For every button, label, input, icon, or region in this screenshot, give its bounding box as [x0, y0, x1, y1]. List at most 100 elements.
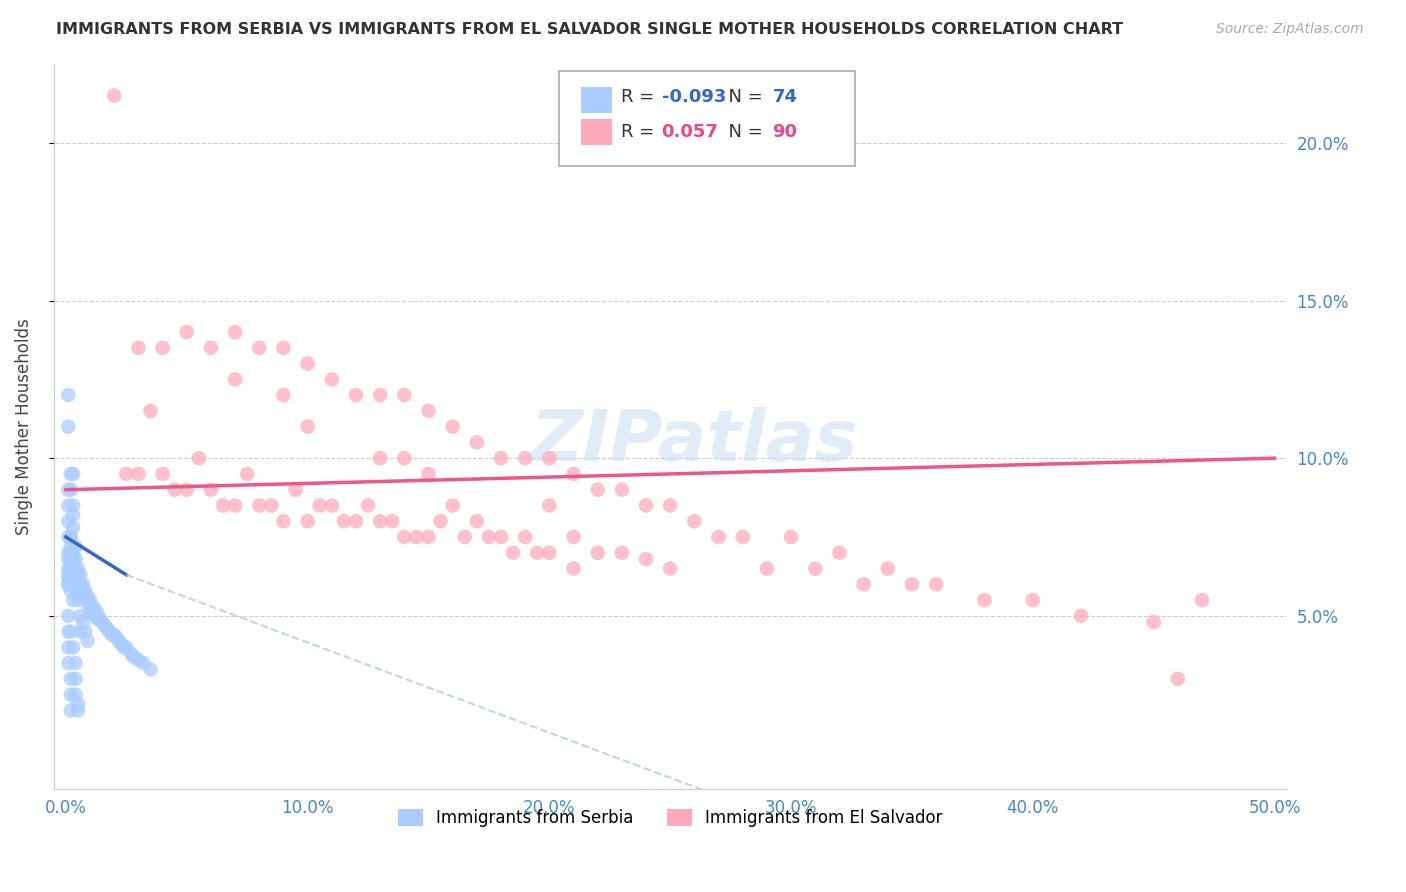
- Point: [236, 467, 259, 481]
- Point: [98, 624, 121, 639]
- Point: [59, 467, 82, 481]
- Point: [65, 688, 87, 702]
- Point: [96, 622, 118, 636]
- Point: [59, 558, 82, 573]
- Point: [62, 546, 84, 560]
- Point: [418, 530, 440, 544]
- Point: [72, 577, 94, 591]
- Point: [876, 561, 898, 575]
- Point: [62, 571, 84, 585]
- Point: [176, 483, 198, 497]
- Point: [489, 451, 512, 466]
- Point: [489, 530, 512, 544]
- Point: [59, 530, 82, 544]
- Point: [59, 583, 82, 598]
- Point: [58, 499, 80, 513]
- Point: [610, 546, 633, 560]
- Point: [59, 571, 82, 585]
- Point: [212, 499, 235, 513]
- Point: [58, 624, 80, 639]
- Point: [247, 341, 270, 355]
- Point: [247, 499, 270, 513]
- Point: [273, 388, 295, 402]
- Point: [76, 634, 98, 648]
- Point: [429, 514, 451, 528]
- Point: [79, 606, 101, 620]
- Point: [394, 530, 416, 544]
- Point: [58, 577, 80, 591]
- Point: [418, 404, 440, 418]
- Point: [65, 540, 87, 554]
- Point: [321, 499, 343, 513]
- Point: [297, 419, 319, 434]
- Point: [69, 608, 91, 623]
- Point: [91, 615, 114, 629]
- Point: [925, 577, 948, 591]
- Point: [66, 697, 89, 711]
- Text: R =: R =: [621, 123, 659, 141]
- Text: R =: R =: [621, 87, 659, 105]
- Point: [731, 530, 754, 544]
- Point: [108, 634, 131, 648]
- Point: [478, 530, 501, 544]
- Point: [84, 608, 107, 623]
- Point: [59, 703, 82, 717]
- Text: 0.057: 0.057: [662, 123, 718, 141]
- Point: [122, 649, 145, 664]
- Point: [86, 606, 108, 620]
- Point: [394, 451, 416, 466]
- Point: [465, 514, 488, 528]
- Point: [93, 618, 115, 632]
- Point: [224, 499, 246, 513]
- Point: [634, 552, 657, 566]
- Point: [538, 499, 561, 513]
- Point: [344, 388, 367, 402]
- Point: [127, 467, 149, 481]
- Point: [105, 631, 128, 645]
- Point: [418, 467, 440, 481]
- Point: [79, 599, 101, 614]
- Point: [273, 341, 295, 355]
- Point: [62, 558, 84, 573]
- Legend: Immigrants from Serbia, Immigrants from El Salvador: Immigrants from Serbia, Immigrants from …: [389, 800, 950, 835]
- Point: [224, 372, 246, 386]
- Point: [381, 514, 404, 528]
- Point: [76, 596, 98, 610]
- Point: [127, 341, 149, 355]
- Point: [634, 499, 657, 513]
- Point: [69, 583, 91, 598]
- Point: [84, 602, 107, 616]
- Point: [62, 593, 84, 607]
- Point: [755, 561, 778, 575]
- Point: [828, 546, 851, 560]
- Point: [284, 483, 307, 497]
- Point: [58, 546, 80, 560]
- Point: [515, 530, 537, 544]
- Point: [586, 483, 609, 497]
- Point: [357, 499, 380, 513]
- Point: [58, 530, 80, 544]
- Point: [200, 341, 222, 355]
- Point: [66, 561, 89, 575]
- Point: [65, 571, 87, 585]
- Point: [59, 688, 82, 702]
- Point: [1167, 672, 1189, 686]
- FancyBboxPatch shape: [582, 87, 612, 112]
- Point: [187, 451, 209, 466]
- Point: [59, 530, 82, 544]
- Point: [62, 508, 84, 522]
- Point: [58, 577, 80, 591]
- Text: ZIPatlas: ZIPatlas: [531, 407, 859, 475]
- Point: [72, 615, 94, 629]
- Point: [562, 561, 585, 575]
- Point: [58, 514, 80, 528]
- Point: [454, 530, 477, 544]
- Point: [344, 514, 367, 528]
- Point: [176, 325, 198, 339]
- Point: [112, 640, 135, 655]
- Point: [58, 419, 80, 434]
- Point: [59, 546, 82, 560]
- Point: [200, 483, 222, 497]
- Point: [562, 530, 585, 544]
- Point: [368, 451, 391, 466]
